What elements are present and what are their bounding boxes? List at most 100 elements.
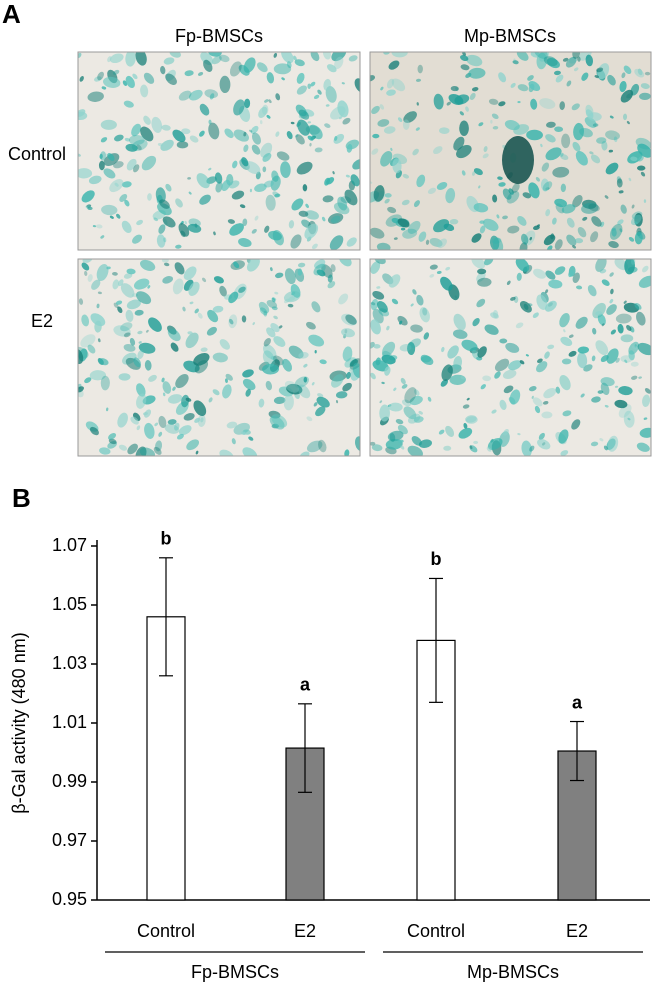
stain (204, 89, 219, 99)
stain (461, 170, 466, 176)
stain (307, 83, 311, 89)
stain (376, 242, 391, 250)
stain (100, 375, 110, 391)
stain (79, 76, 84, 82)
stain (565, 56, 577, 68)
y-tick-label: 0.99 (52, 771, 87, 791)
stain (631, 375, 638, 380)
stain (121, 220, 132, 234)
stain (103, 168, 116, 179)
stain (231, 190, 245, 200)
stain (492, 309, 499, 319)
stain (543, 234, 556, 246)
stain (262, 166, 267, 173)
stain (388, 274, 401, 288)
stain (577, 352, 588, 369)
stain (233, 99, 245, 116)
stain (438, 127, 450, 134)
stain (377, 119, 390, 127)
stain (233, 261, 240, 269)
stain (606, 304, 617, 315)
stain (284, 268, 296, 285)
micrograph (370, 259, 651, 456)
stain (271, 414, 288, 428)
stain (506, 190, 520, 204)
stain (389, 433, 396, 442)
stain (174, 262, 185, 275)
stain (241, 315, 247, 323)
stain (637, 342, 651, 356)
stain (566, 80, 572, 87)
stain (587, 285, 597, 297)
stain (228, 180, 240, 189)
stain (145, 329, 149, 333)
stain (413, 416, 424, 423)
stain (197, 312, 203, 319)
stain (280, 161, 291, 178)
stain (407, 342, 416, 356)
stain (440, 379, 448, 387)
stain (221, 179, 231, 192)
stain (591, 355, 596, 362)
stain (125, 309, 134, 322)
stain (163, 237, 167, 243)
stain (373, 185, 385, 202)
stain (371, 444, 383, 452)
stain (118, 373, 131, 381)
stain (614, 385, 619, 388)
stain (117, 412, 128, 428)
stain (263, 180, 274, 188)
stain (138, 342, 156, 354)
stain (246, 259, 260, 272)
stain (391, 78, 406, 92)
stain (461, 339, 478, 352)
stain (568, 270, 574, 278)
stain (634, 302, 642, 310)
stain (492, 194, 498, 203)
stain (211, 55, 222, 65)
stain (414, 389, 420, 396)
stain (490, 312, 499, 319)
stain (634, 231, 643, 245)
stain (401, 399, 412, 407)
stain (342, 346, 353, 362)
stain (572, 52, 581, 59)
stain (330, 215, 341, 224)
stain (161, 124, 171, 131)
stain (281, 77, 285, 81)
significance-label: b (431, 549, 442, 569)
stain (465, 106, 469, 112)
stain (96, 303, 100, 309)
stain (170, 342, 179, 352)
stain (477, 268, 487, 275)
stain (617, 323, 624, 334)
stain (213, 231, 216, 236)
stain (492, 126, 499, 130)
stain (318, 439, 327, 453)
stain (250, 125, 259, 134)
stain (199, 130, 205, 137)
stain (609, 298, 614, 304)
stain (305, 321, 316, 330)
stain (587, 112, 602, 122)
column-header: Mp-BMSCs (464, 26, 556, 46)
stain (482, 153, 489, 159)
stain (521, 440, 532, 456)
stain (105, 407, 109, 412)
stain (521, 233, 529, 245)
stain (341, 328, 355, 338)
stain (219, 339, 230, 350)
stain (433, 219, 450, 233)
stain (273, 52, 278, 58)
stain (370, 441, 376, 446)
stain (491, 113, 499, 120)
stain (450, 86, 459, 92)
stain (92, 225, 97, 228)
stain (400, 227, 406, 231)
stain (531, 395, 534, 399)
stain (332, 171, 335, 175)
stain (387, 206, 397, 214)
stain (542, 181, 553, 191)
stain (98, 358, 109, 366)
stain (133, 357, 142, 368)
